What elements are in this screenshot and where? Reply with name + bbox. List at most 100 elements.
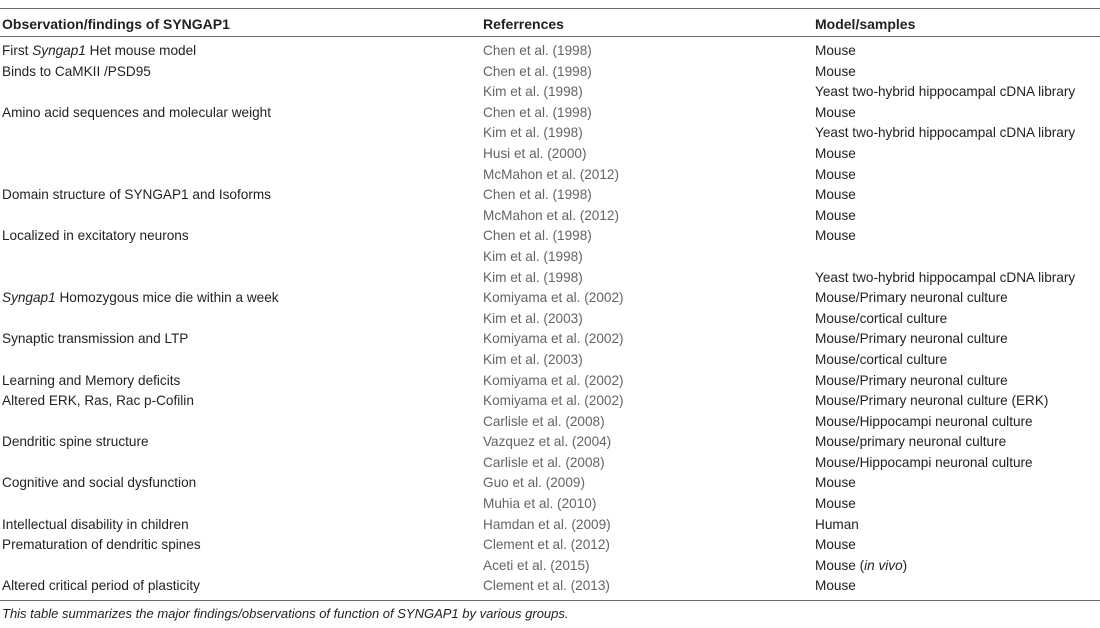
- table-row: Aceti et al. (2015) Mouse (in vivo): [0, 555, 1100, 576]
- model-cell: Mouse: [815, 578, 856, 594]
- table-row: Kim et al. (1998): [0, 246, 1100, 267]
- reference-cell: Chen et al. (1998): [483, 187, 592, 203]
- reference-cell: McMahon et al. (2012): [483, 166, 620, 182]
- model-cell: Mouse/primary neuronal culture: [815, 434, 1007, 450]
- table-row: Domain structure of SYNGAP1 and Isoforms…: [0, 184, 1100, 205]
- table-row: Altered critical period of plasticity Cle…: [0, 575, 1100, 596]
- finding-cell: Intellectual disability in children: [2, 516, 189, 532]
- table-row: Carlisle et al. (2008) Mouse/Hippocampi n…: [0, 411, 1100, 432]
- model-cell: Mouse (in vivo): [815, 557, 908, 573]
- model-cell: Mouse: [815, 537, 856, 553]
- table-row: Binds to CaMKII /PSD95 Chen et al. (1998)…: [0, 61, 1100, 82]
- table-row: Altered ERK, Ras, Rac p-Cofilin Komiyama …: [0, 390, 1100, 411]
- finding-cell: Cognitive and social dysfunction: [2, 475, 197, 491]
- model-cell: Mouse/Primary neuronal culture: [815, 290, 1008, 306]
- reference-cell: Hamdan et al. (2009): [483, 516, 611, 532]
- finding-cell: Binds to CaMKII /PSD95: [2, 63, 151, 79]
- reference-cell: Komiyama et al. (2002): [483, 290, 624, 306]
- model-cell: Mouse: [815, 207, 856, 223]
- table-row: McMahon et al. (2012) Mouse: [0, 205, 1100, 226]
- reference-cell: Husi et al. (2000): [483, 145, 587, 161]
- table-row: Localized in excitatory neurons Chen et a…: [0, 225, 1100, 246]
- table-row: Kim et al. (1998) Yeast two-hybrid hippoc…: [0, 267, 1100, 288]
- finding-cell: Dendritic spine structure: [2, 434, 149, 450]
- model-cell: Mouse: [815, 63, 856, 79]
- model-cell: Yeast two-hybrid hippocampal cDNA librar…: [815, 125, 1076, 141]
- reference-cell: Kim et al. (1998): [483, 269, 583, 285]
- model-cell: Mouse: [815, 187, 856, 203]
- reference-cell: Muhia et al. (2010): [483, 496, 597, 512]
- header-references: Referrences: [483, 16, 564, 32]
- header-model: Model/samples: [815, 16, 916, 32]
- model-cell: Human: [815, 516, 859, 532]
- reference-cell: Kim et al. (2003): [483, 351, 583, 367]
- reference-cell: Komiyama et al. (2002): [483, 372, 624, 388]
- finding-cell: First Syngap1 Het mouse model: [2, 43, 197, 58]
- finding-cell: Learning and Memory deficits: [2, 372, 181, 388]
- table-row: Dendritic spine structure Vazquez et al. …: [0, 431, 1100, 452]
- table-row: Cognitive and social dysfunction Guo et a…: [0, 472, 1100, 493]
- model-cell: Mouse: [815, 166, 856, 182]
- table-row: McMahon et al. (2012) Mouse: [0, 164, 1100, 185]
- table-bottom-rule: [0, 600, 1100, 601]
- finding-cell: Domain structure of SYNGAP1 and Isoforms: [2, 187, 271, 203]
- reference-cell: McMahon et al. (2012): [483, 207, 620, 223]
- model-cell: Mouse/Primary neuronal culture (ERK): [815, 393, 1049, 409]
- table-row: Kim et al. (2003) Mouse/cortical culture: [0, 349, 1100, 370]
- table-row: Kim et al. (1998) Yeast two-hybrid hippoc…: [0, 122, 1100, 143]
- model-cell: Yeast two-hybrid hippocampal cDNA librar…: [815, 269, 1076, 285]
- model-cell: Mouse: [815, 43, 856, 58]
- model-cell: Mouse: [815, 145, 856, 161]
- reference-cell: Chen et al. (1998): [483, 228, 592, 244]
- table-caption: This table summarizes the major findings…: [2, 606, 569, 621]
- reference-cell: Guo et al. (2009): [483, 475, 586, 491]
- table-row: Learning and Memory deficits Komiyama et …: [0, 370, 1100, 391]
- model-cell: Mouse: [815, 228, 856, 244]
- reference-cell: Kim et al. (1998): [483, 125, 583, 141]
- model-cell: Mouse: [815, 104, 856, 120]
- reference-cell: Aceti et al. (2015): [483, 557, 590, 573]
- table-row: Muhia et al. (2010) Mouse: [0, 493, 1100, 514]
- table-header-rule: [0, 36, 1100, 37]
- model-cell: Mouse: [815, 496, 856, 512]
- table-top-rule: [0, 8, 1100, 9]
- reference-cell: Kim et al. (1998): [483, 248, 583, 264]
- reference-cell: Komiyama et al. (2002): [483, 331, 624, 347]
- model-cell: Mouse/Hippocampi neuronal culture: [815, 454, 1033, 470]
- model-cell: Mouse/cortical culture: [815, 310, 948, 326]
- finding-cell: Synaptic transmission and LTP: [2, 331, 189, 347]
- reference-cell: Carlisle et al. (2008): [483, 454, 605, 470]
- header-findings: Observation/findings of SYNGAP1: [2, 16, 230, 32]
- table-row: Husi et al. (2000) Mouse: [0, 143, 1100, 164]
- reference-cell: Kim et al. (1998): [483, 84, 583, 100]
- finding-cell: Prematuration of dendritic spines: [2, 537, 201, 553]
- finding-cell: Altered critical period of plasticity: [2, 578, 200, 594]
- reference-cell: Vazquez et al. (2004): [483, 434, 612, 450]
- finding-cell: Localized in excitatory neurons: [2, 228, 189, 244]
- model-cell: Mouse/Primary neuronal culture: [815, 372, 1008, 388]
- reference-cell: Clement et al. (2012): [483, 537, 610, 553]
- reference-cell: Clement et al. (2013): [483, 578, 610, 594]
- finding-cell: Altered ERK, Ras, Rac p-Cofilin: [2, 393, 194, 409]
- model-cell: Mouse/cortical culture: [815, 351, 948, 367]
- table-body: First Syngap1 Het mouse model Chen et al.…: [0, 40, 1100, 596]
- reference-cell: Komiyama et al. (2002): [483, 393, 624, 409]
- table-row: Syngap1 Homozygous mice die within a wee…: [0, 287, 1100, 308]
- table-row: Prematuration of dendritic spines Clement…: [0, 534, 1100, 555]
- table-row: First Syngap1 Het mouse model Chen et al.…: [0, 40, 1100, 61]
- reference-cell: Chen et al. (1998): [483, 63, 592, 79]
- table-row: Kim et al. (1998) Yeast two-hybrid hippoc…: [0, 81, 1100, 102]
- table-row: Intellectual disability in children Hamda…: [0, 514, 1100, 535]
- model-cell: Mouse/Hippocampi neuronal culture: [815, 413, 1033, 429]
- finding-cell: Amino acid sequences and molecular weigh…: [2, 104, 272, 120]
- table-row: Synaptic transmission and LTP Komiyama et…: [0, 328, 1100, 349]
- model-cell: Mouse: [815, 475, 856, 491]
- model-cell: Yeast two-hybrid hippocampal cDNA librar…: [815, 84, 1076, 100]
- table-row: Amino acid sequences and molecular weigh…: [0, 102, 1100, 123]
- reference-cell: Carlisle et al. (2008): [483, 413, 605, 429]
- reference-cell: Chen et al. (1998): [483, 43, 592, 58]
- model-cell: Mouse/Primary neuronal culture: [815, 331, 1008, 347]
- reference-cell: Kim et al. (2003): [483, 310, 583, 326]
- table-row: Carlisle et al. (2008) Mouse/Hippocampi n…: [0, 452, 1100, 473]
